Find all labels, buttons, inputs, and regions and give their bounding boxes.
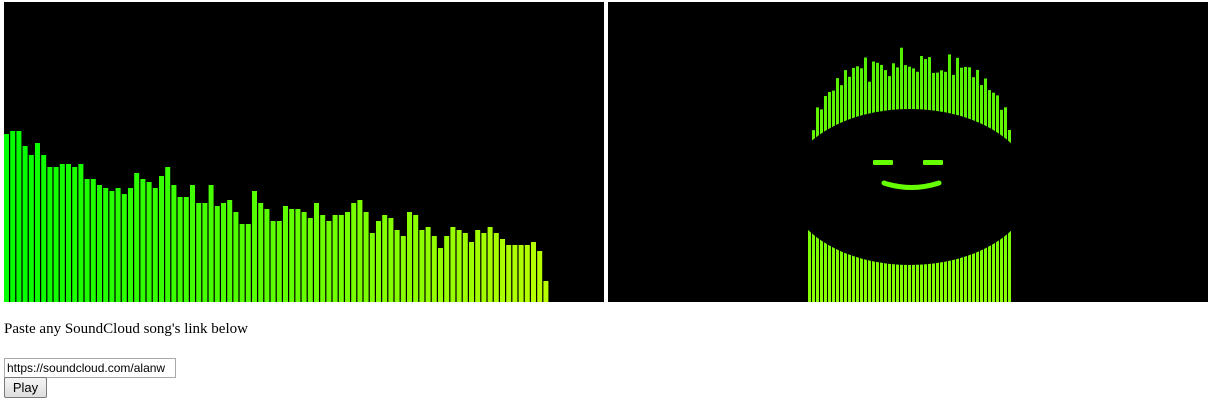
spectrum-bar (481, 233, 487, 302)
spectrum-bar (47, 167, 53, 302)
visualizer-area (4, 2, 1208, 302)
spectrum-bar (66, 164, 71, 302)
spectrum-bar (382, 215, 388, 302)
spectrum-bar (84, 179, 90, 302)
spectrum-bar (10, 131, 16, 302)
spectrum-bar (363, 212, 369, 302)
spectrum-bar (543, 281, 549, 302)
spectrum-bar (438, 248, 443, 302)
spectrum-bar (444, 236, 450, 302)
spectrum-bar (258, 203, 264, 302)
soundcloud-url-input[interactable] (4, 358, 176, 378)
spectrum-bar (22, 146, 28, 302)
spectrum-bar (425, 227, 431, 302)
spectrum-bar (171, 185, 177, 302)
spectrum-bar (245, 224, 251, 302)
spectrum-bar (531, 242, 536, 302)
spectrum-bar (512, 245, 518, 302)
spectrum-bar (345, 212, 350, 302)
spectrum-bar (493, 233, 499, 302)
spectrum-bar (357, 200, 363, 302)
spectrum-bar (419, 230, 425, 302)
spectrum-bar (233, 212, 239, 302)
instructions-text: Paste any SoundCloud song's link below (4, 321, 248, 337)
spectrum-bar (283, 206, 288, 302)
spectrum-bar (202, 203, 208, 302)
spectrum-bar (407, 212, 412, 302)
spectrum-bar (239, 224, 245, 302)
smile-mouth (881, 180, 942, 190)
spectrum-bar (518, 245, 524, 302)
spectrum-bar (469, 242, 474, 302)
spectrum-bar (78, 164, 84, 302)
spectrum-bar (462, 233, 468, 302)
spectrum-bar (190, 185, 195, 302)
spectrum-bar (320, 215, 326, 302)
spectrum-bar (307, 218, 313, 302)
spectrum-bar (196, 203, 202, 302)
spectrum-bar (121, 194, 127, 302)
spectrum-bar (146, 182, 152, 302)
spectrum-bar (140, 179, 146, 302)
spectrum-bar (72, 167, 78, 302)
spectrum-bar (41, 155, 47, 302)
spectrum-bar (53, 167, 59, 302)
spectrum-bar (388, 218, 394, 302)
spectrum-bar (295, 209, 301, 302)
spectrum-bar (16, 131, 22, 302)
spectrum-bar (227, 200, 233, 302)
spectrum-bar (487, 227, 493, 302)
spectrum-bar (506, 245, 512, 302)
spectrum-bar (524, 245, 530, 302)
spectrum-bar (314, 203, 319, 302)
play-button[interactable]: Play (4, 377, 47, 398)
spectrum-bar (270, 221, 276, 302)
spectrum-bar (221, 203, 226, 302)
spectrum-bar (4, 134, 9, 302)
spectrum-bar (183, 197, 189, 302)
spectrum-bar (301, 212, 307, 302)
spectrum-bar (109, 191, 115, 302)
spectrum-bar (450, 227, 456, 302)
spectrum-bar (400, 236, 406, 302)
spectrum-bar (376, 221, 381, 302)
spectrum-bar (214, 206, 220, 302)
face-visualizer (608, 2, 1208, 302)
spectrum-bar (369, 233, 375, 302)
spectrum-bar (103, 188, 109, 302)
spectrum-bar (115, 188, 121, 302)
spectrum-bar (177, 197, 183, 302)
spectrum-bar (289, 209, 295, 302)
spectrum-bar (537, 251, 543, 302)
spectrum-bar (152, 188, 158, 302)
spectrum-bar (28, 155, 34, 302)
spectrum-bar (264, 209, 270, 302)
spectrum-bar (159, 176, 164, 302)
spectrum-bar (59, 164, 65, 302)
spectrum-bar (134, 173, 140, 302)
spectrum-bar (35, 143, 40, 302)
spectrum-bar (276, 221, 282, 302)
left-eye (873, 160, 893, 165)
spectrum-bar (208, 185, 214, 302)
spectrum-bar (165, 167, 171, 302)
spectrum-bar (456, 230, 462, 302)
spectrum-bar (413, 215, 419, 302)
spectrum-visualizer (4, 2, 604, 302)
spectrum-bars-canvas (4, 131, 549, 302)
spectrum-bar (475, 230, 481, 302)
spectrum-bar (252, 191, 257, 302)
right-eye (923, 160, 943, 165)
spectrum-bar (338, 215, 344, 302)
spectrum-bar (500, 239, 505, 302)
face-visualizer-canvas (788, 47, 1032, 302)
spectrum-bar (332, 215, 338, 302)
spectrum-bar (128, 188, 133, 302)
spectrum-bar (90, 179, 96, 302)
spectrum-bar (326, 221, 332, 302)
spectrum-bar (431, 236, 437, 302)
spectrum-bar (97, 185, 102, 302)
spectrum-bar (351, 203, 357, 302)
spectrum-bar (394, 230, 400, 302)
